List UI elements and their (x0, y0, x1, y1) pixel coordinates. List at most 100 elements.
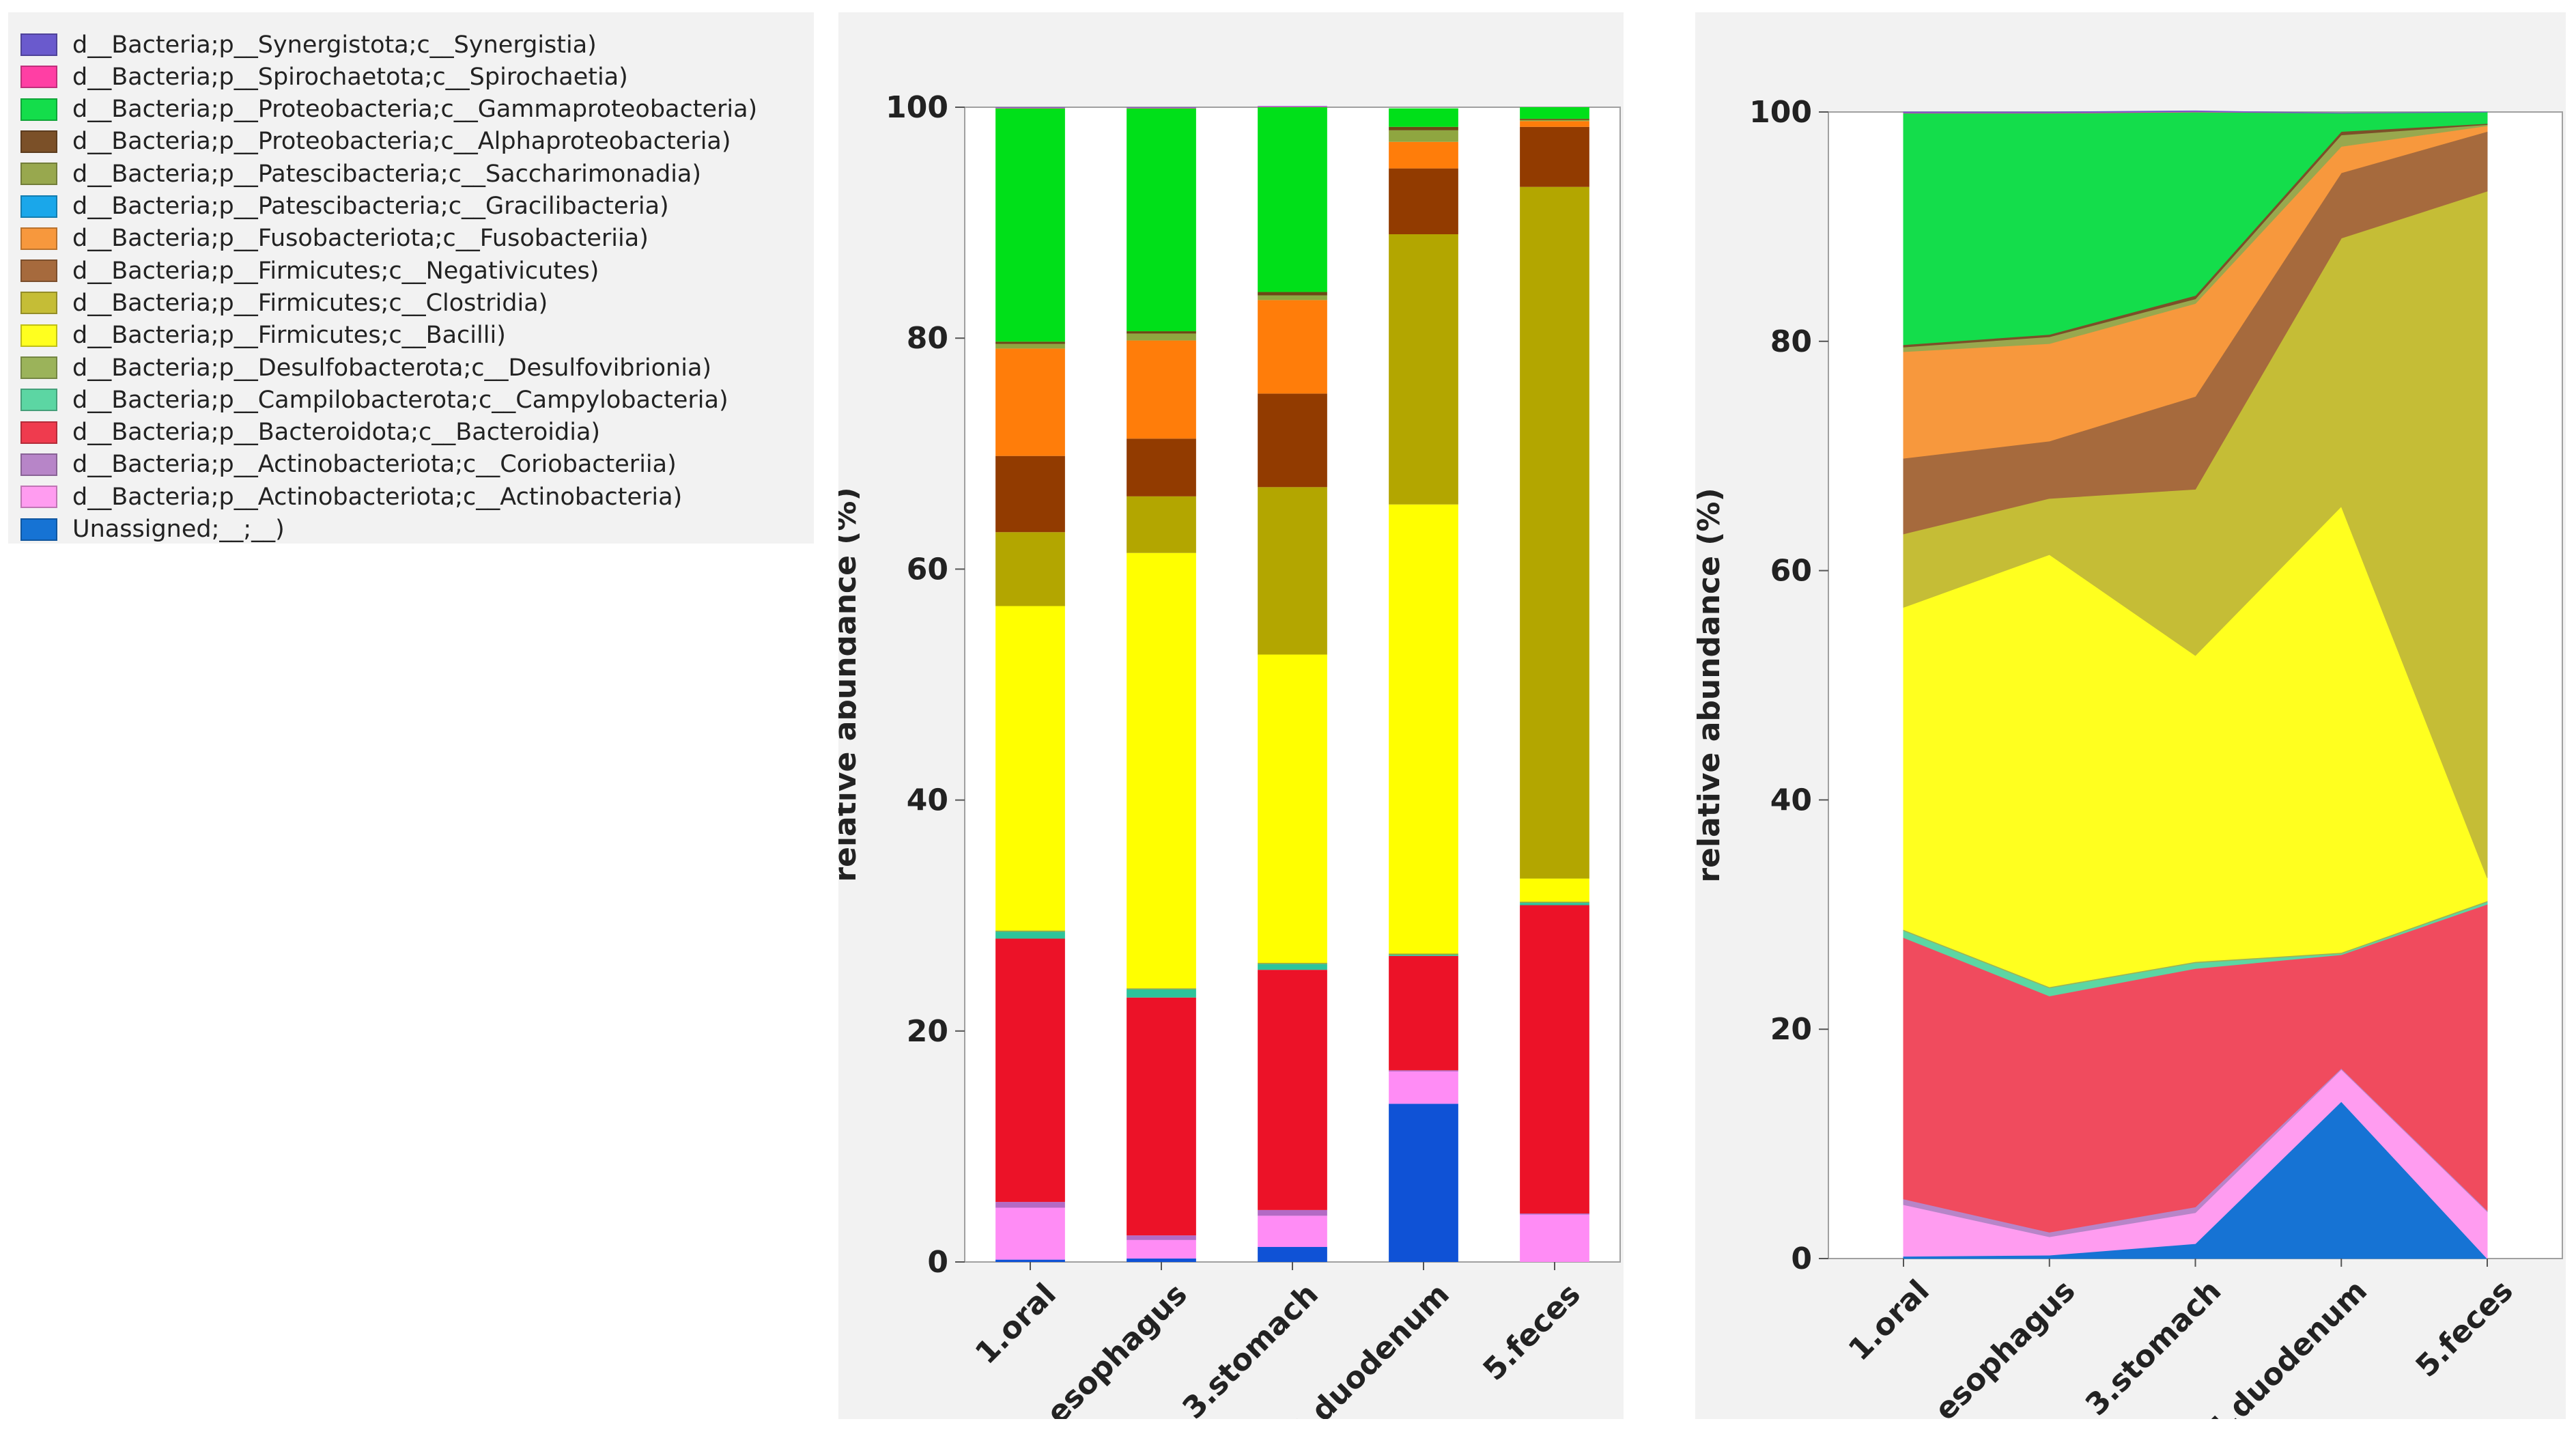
bar-segment (1258, 487, 1327, 655)
legend-item: d__Bacteria;p__Patescibacteria;c__Saccha… (20, 158, 701, 190)
bar-segment (1258, 970, 1327, 1210)
legend-swatch (20, 324, 57, 347)
y-tick-label: 80 (907, 321, 948, 356)
bar-segment (1258, 300, 1327, 394)
legend-label: d__Bacteria;p__Synergistota;c__Synergist… (72, 31, 597, 59)
legend: d__Bacteria;p__Synergistota;c__Synergist… (8, 12, 814, 544)
x-tick-label: 5.feces (2409, 1274, 2520, 1384)
bar-segment (1127, 108, 1196, 332)
bar-segment (995, 938, 1065, 1203)
legend-item: d__Bacteria;p__Campilobacterota;c__Campy… (20, 384, 728, 416)
legend-label: Unassigned;__;__) (72, 516, 285, 543)
legend-swatch (20, 421, 57, 444)
bar-segment (1127, 1239, 1196, 1259)
bar-segment (1127, 989, 1196, 998)
bar-segment (1389, 953, 1458, 955)
legend-label: d__Bacteria;p__Campilobacterota;c__Campy… (72, 386, 728, 414)
legend-item: d__Bacteria;p__Firmicutes;c__Negativicut… (20, 255, 599, 287)
legend-swatch (20, 195, 57, 218)
bar-segment (1127, 988, 1196, 989)
bar-segment (1127, 107, 1196, 109)
bar-segment (1389, 1070, 1458, 1071)
legend-item: d__Bacteria;p__Actinobacteriota;c__Actin… (20, 481, 682, 513)
bar-segment (1258, 106, 1327, 107)
legend-label: d__Bacteria;p__Firmicutes;c__Negativicut… (72, 257, 599, 285)
bar-segment (1127, 333, 1196, 341)
bar-segment (1127, 438, 1196, 496)
legend-label: d__Bacteria;p__Proteobacteria;c__Alphapr… (72, 128, 731, 156)
bar-segment (1389, 504, 1458, 954)
y-tick-label: 0 (927, 1245, 948, 1280)
bar-segment (1258, 1209, 1327, 1216)
legend-item: d__Bacteria;p__Actinobacteriota;c__Corio… (20, 449, 677, 481)
x-tick-label: 3.stomach (2079, 1274, 2228, 1419)
legend-swatch (20, 259, 57, 283)
legend-item: d__Bacteria;p__Proteobacteria;c__Alphapr… (20, 126, 731, 158)
legend-label: d__Bacteria;p__Firmicutes;c__Clostridia) (72, 289, 548, 317)
legend-label: d__Bacteria;p__Patescibacteria;c__Gracil… (72, 193, 669, 220)
bar-segment (1127, 1235, 1196, 1240)
bar-segment (995, 455, 1065, 533)
legend-swatch (20, 356, 57, 379)
bar-segment (995, 1202, 1065, 1208)
bar-segment (1258, 1216, 1327, 1248)
bar-segment (1127, 1258, 1196, 1262)
y-tick-label: 20 (907, 1014, 948, 1049)
legend-swatch (20, 292, 57, 315)
bar-segment (995, 108, 1065, 342)
legend-swatch (20, 486, 57, 509)
legend-label: d__Bacteria;p__Proteobacteria;c__Gammapr… (72, 96, 758, 124)
legend-item: d__Bacteria;p__Firmicutes;c__Clostridia) (20, 287, 548, 319)
bar-segment (1389, 108, 1458, 127)
bar-segment (1520, 126, 1589, 187)
bar-segment (995, 107, 1065, 109)
legend-item: Unassigned;__;__) (20, 514, 285, 546)
y-tick-label: 80 (1770, 324, 1812, 359)
bar-segment (1389, 126, 1458, 130)
bar-segment (995, 341, 1065, 344)
bar-segment (1520, 878, 1589, 902)
y-axis-label: relative abundance (%) (838, 487, 863, 882)
bar-segment (1520, 186, 1589, 879)
y-tick-label: 100 (886, 90, 948, 125)
legend-item: d__Bacteria;p__Synergistota;c__Synergist… (20, 29, 597, 61)
y-tick-label: 60 (907, 552, 948, 587)
legend-item: d__Bacteria;p__Spirochaetota;c__Spirocha… (20, 61, 628, 93)
legend-swatch (20, 227, 57, 250)
bar-segment (995, 348, 1065, 456)
legend-item: d__Bacteria;p__Desulfobacterota;c__Desul… (20, 352, 711, 384)
legend-label: d__Bacteria;p__Desulfobacterota;c__Desul… (72, 354, 712, 382)
bar-segment (1520, 905, 1589, 1213)
bar-segment (1258, 964, 1327, 970)
y-tick-label: 60 (1770, 554, 1812, 589)
bar-segment (1389, 1104, 1458, 1262)
bar-segment (1258, 393, 1327, 488)
bar-segment (1389, 955, 1458, 1071)
legend-label: d__Bacteria;p__Bacteroidota;c__Bacteroid… (72, 419, 601, 447)
bar-segment (1127, 997, 1196, 1236)
bar-segment (1520, 107, 1589, 119)
bar-segment (1389, 234, 1458, 505)
bar-segment (995, 931, 1065, 939)
legend-label: d__Bacteria;p__Fusobacteriota;c__Fusobac… (72, 225, 649, 253)
legend-swatch (20, 66, 57, 89)
legend-swatch (20, 389, 57, 412)
bar-segment (995, 930, 1065, 932)
bar-segment (1389, 1071, 1458, 1104)
bar-segment (1127, 340, 1196, 439)
bar-segment (1258, 107, 1327, 292)
legend-item: d__Bacteria;p__Bacteroidota;c__Bacteroid… (20, 417, 600, 449)
x-tick-label: 1.oral (969, 1277, 1063, 1371)
bar-segment (995, 1207, 1065, 1260)
legend-swatch (20, 163, 57, 186)
bar-segment (1127, 552, 1196, 989)
y-tick-label: 40 (907, 783, 948, 818)
bar-segment (995, 532, 1065, 606)
bar-segment (1127, 331, 1196, 334)
y-tick-label: 40 (1770, 783, 1812, 817)
bar-segment (1520, 1213, 1589, 1215)
bar-segment (1520, 903, 1589, 905)
bar-segment (1520, 121, 1589, 127)
bar-segment (995, 1259, 1065, 1262)
legend-item: d__Bacteria;p__Firmicutes;c__Bacilli) (20, 320, 506, 352)
